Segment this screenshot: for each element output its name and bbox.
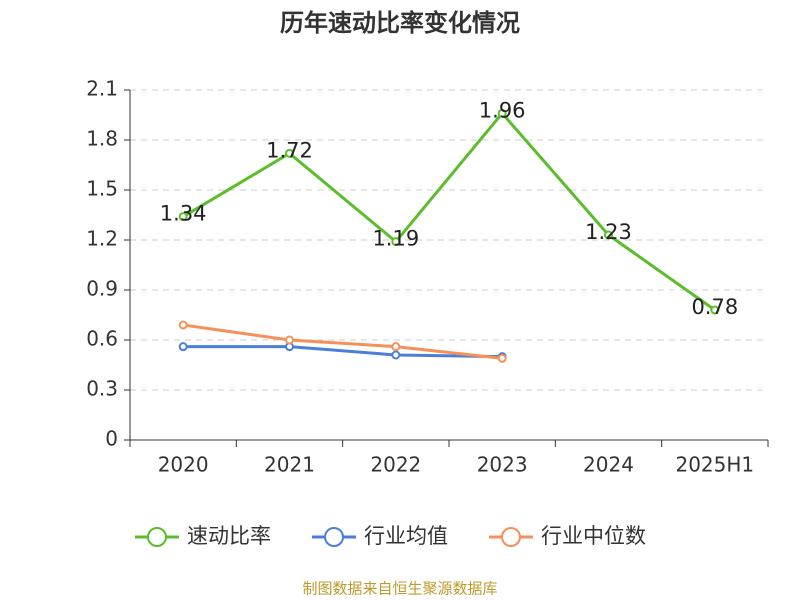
data-point <box>497 108 507 118</box>
chart-title: 历年速动比率变化情况 <box>280 9 520 37</box>
data-point <box>391 342 401 352</box>
data-point <box>178 342 188 352</box>
legend-icon-marker <box>324 527 344 547</box>
data-point <box>178 212 188 222</box>
data-point <box>604 230 613 240</box>
data-label: 1.34 <box>160 202 207 226</box>
data-label: 1.72 <box>266 138 313 162</box>
data-label: 0.78 <box>691 295 738 319</box>
data-label: 1.23 <box>585 220 632 244</box>
y-tick-label: 2.1 <box>86 77 118 101</box>
x-tick-label: 2020 <box>158 453 209 477</box>
x-tick-label: 2025H1 <box>675 453 754 477</box>
legend-icon-marker <box>501 527 521 547</box>
y-tick-label: 1.5 <box>86 177 118 201</box>
x-tick-label: 2022 <box>370 453 421 477</box>
legend-label: 速动比率 <box>187 524 271 548</box>
data-label: 1.96 <box>479 98 526 122</box>
data-point <box>497 353 507 363</box>
legend-label: 行业中位数 <box>541 524 646 548</box>
source-note: 制图数据来自恒生聚源数据库 <box>302 580 497 598</box>
data-point <box>285 148 294 158</box>
legend-icon-marker <box>147 527 167 547</box>
x-tick-label: 2021 <box>264 453 315 477</box>
y-tick-label: 0.6 <box>86 327 118 351</box>
y-tick-label: 1.8 <box>86 127 118 151</box>
data-point <box>710 305 720 315</box>
x-tick-label: 2024 <box>583 453 634 477</box>
data-point <box>178 320 188 330</box>
data-point <box>391 237 401 247</box>
data-point <box>285 335 294 345</box>
series-line <box>183 345 503 359</box>
y-tick-label: 0.9 <box>86 277 118 301</box>
series-line <box>182 323 503 360</box>
data-point <box>391 350 401 360</box>
y-tick-label: 0 <box>105 427 118 451</box>
series-line <box>182 111 716 312</box>
data-label: 1.19 <box>372 227 419 251</box>
y-tick-label: 1.2 <box>86 227 118 251</box>
x-tick-label: 2023 <box>477 453 528 477</box>
y-tick-label: 0.3 <box>86 377 118 401</box>
legend-label: 行业均值 <box>364 524 448 548</box>
